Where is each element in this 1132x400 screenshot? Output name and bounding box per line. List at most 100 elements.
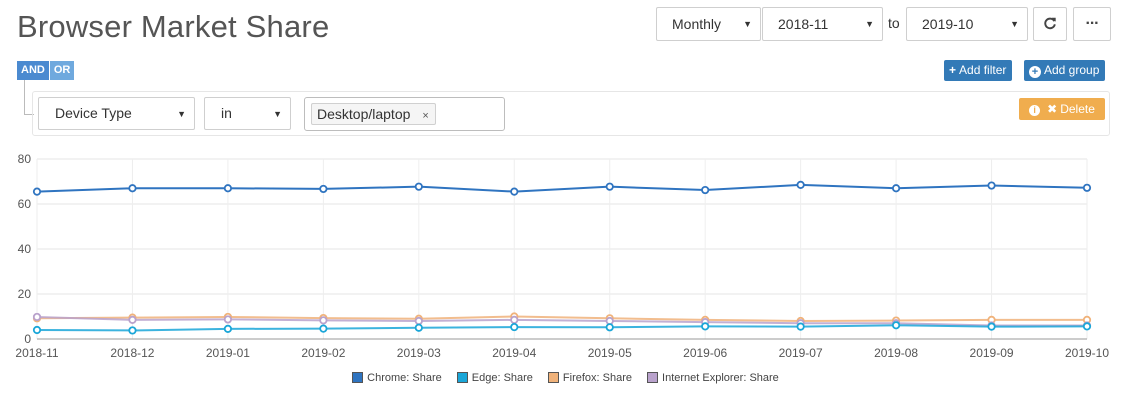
data-point: [319, 316, 328, 325]
y-tick-label: 60: [18, 197, 32, 211]
data-point: [605, 182, 614, 191]
data-point: [987, 181, 996, 190]
add-group-button[interactable]: + Add group: [1024, 60, 1106, 81]
caret-down-icon: ▼: [865, 19, 874, 29]
data-point: [223, 315, 233, 324]
data-point: [414, 316, 423, 326]
operator-value: in: [221, 105, 232, 121]
add-filter-button[interactable]: + Add filter: [944, 60, 1013, 81]
data-point: [510, 187, 519, 196]
delete-label: Delete: [1060, 102, 1095, 116]
legend-label: Chrome: Share: [367, 372, 442, 384]
x-tick-label: 2019-05: [588, 346, 632, 360]
x-tick-label: 2019-04: [492, 346, 536, 360]
data-point: [128, 326, 137, 335]
and-toggle[interactable]: AND: [17, 61, 49, 80]
data-point: [987, 322, 996, 331]
x-tick-label: 2019-01: [206, 346, 250, 360]
data-point: [796, 180, 805, 189]
x-tick-label: 2019-09: [970, 346, 1014, 360]
ellipsis-icon: ···: [1085, 15, 1100, 32]
x-tick-label: 2019-07: [779, 346, 823, 360]
data-point: [605, 323, 614, 332]
data-point: [891, 184, 901, 193]
info-icon: i: [1029, 105, 1041, 116]
data-point: [32, 187, 42, 196]
value-tag: Desktop/laptop ×: [311, 103, 436, 125]
tag-remove-icon[interactable]: ×: [422, 110, 429, 122]
x-tick-label: 2019-02: [301, 346, 345, 360]
data-point: [32, 325, 42, 335]
tag-label: Desktop/laptop: [317, 106, 411, 122]
series-line: [36, 315, 1087, 323]
data-point: [414, 182, 423, 191]
data-point: [510, 315, 519, 324]
y-tick-label: 20: [18, 287, 32, 301]
series-line: [36, 315, 1087, 327]
data-point: [1082, 322, 1092, 331]
legend-item[interactable]: Internet Explorer: Share: [647, 372, 779, 384]
refresh-button[interactable]: [1033, 7, 1067, 41]
caret-down-icon: ▼: [177, 109, 186, 119]
data-point: [128, 184, 137, 193]
data-point: [414, 323, 423, 332]
delete-x-icon: ✖: [1047, 102, 1058, 116]
caret-down-icon: ▼: [273, 109, 282, 119]
series-line: [36, 183, 1088, 193]
market-share-chart: 0 20 40 60 80 2018-11 2018-12 2019-01 2019-02 201…: [15, 152, 1109, 360]
from-date-value: 2018-11: [778, 16, 829, 32]
add-filter-label: Add filter: [959, 63, 1007, 77]
field-value: Device Type: [55, 105, 132, 121]
series-line: [36, 324, 1088, 332]
refresh-icon: [1044, 17, 1056, 30]
delete-filter-button[interactable]: i ✖ Delete: [1019, 98, 1105, 120]
to-date-value: 2019-10: [922, 16, 974, 32]
legend-item[interactable]: Edge: Share: [456, 372, 533, 384]
x-tick-label: 2019-06: [683, 346, 727, 360]
plus-circle-icon: +: [1029, 66, 1041, 78]
caret-down-icon: ▼: [1010, 19, 1019, 29]
legend-swatch: [352, 372, 364, 383]
more-button[interactable]: ···: [1073, 7, 1111, 41]
legend-item[interactable]: Chrome: Share: [352, 372, 442, 384]
period-select[interactable]: Monthly ▼: [656, 7, 761, 41]
legend-swatch: [647, 372, 659, 383]
to-label: to: [888, 15, 900, 31]
y-tick-label: 80: [18, 152, 32, 166]
add-group-label: Add group: [1044, 63, 1100, 77]
y-tick-label: 40: [18, 242, 32, 256]
legend-label: Edge: Share: [471, 372, 533, 384]
data-point: [701, 185, 710, 195]
data-point: [319, 184, 328, 194]
value-tag-input[interactable]: Desktop/laptop ×: [304, 97, 505, 131]
data-point: [796, 322, 805, 331]
to-date-select[interactable]: 2019-10 ▼: [906, 7, 1028, 41]
legend-label: Firefox: Share: [562, 372, 633, 384]
legend-item[interactable]: Firefox: Share: [547, 372, 633, 384]
chart-legend: Chrome: Share Edge: Share Firefox: Share In…: [0, 372, 1132, 384]
legend-swatch: [547, 372, 559, 383]
data-point: [128, 315, 137, 324]
or-toggle[interactable]: OR: [48, 61, 75, 80]
data-point: [223, 324, 233, 333]
data-point: [891, 321, 901, 330]
legend-label: Internet Explorer: Share: [662, 372, 779, 384]
operator-select[interactable]: in ▼: [204, 97, 291, 130]
data-point: [701, 322, 710, 331]
plus-icon: +: [949, 63, 957, 77]
data-point: [223, 184, 233, 193]
data-point: [319, 324, 328, 333]
x-tick-label: 2019-03: [397, 346, 441, 360]
period-value: Monthly: [672, 16, 722, 32]
filter-tree-connector: [24, 80, 34, 115]
from-date-select[interactable]: 2018-11 ▼: [762, 7, 883, 41]
field-select[interactable]: Device Type ▼: [38, 97, 195, 130]
logic-toggle: AND OR: [17, 61, 75, 80]
x-tick-label: 2018-12: [110, 346, 154, 360]
page-title: Browser Market Share: [17, 9, 330, 44]
data-point: [32, 312, 42, 322]
legend-swatch: [456, 372, 468, 383]
data-point: [1082, 183, 1092, 192]
data-point: [510, 322, 519, 332]
x-tick-label: 2018-11: [15, 346, 58, 360]
